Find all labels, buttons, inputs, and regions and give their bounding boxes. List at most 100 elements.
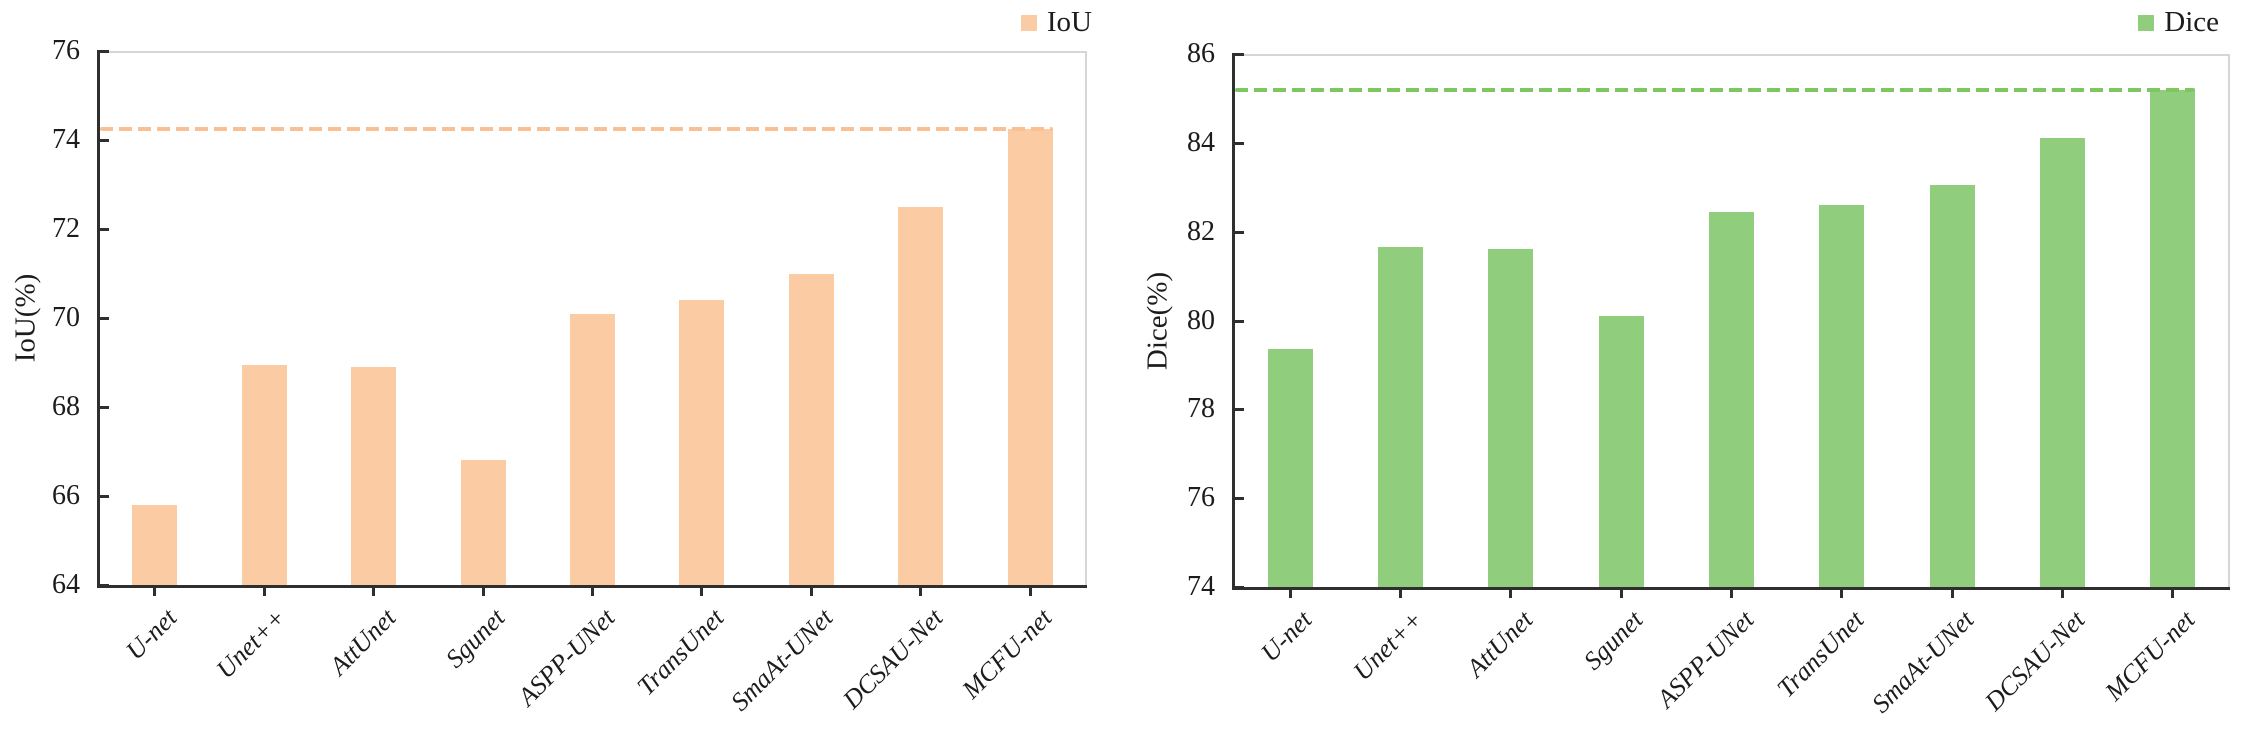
legend-dice: Dice xyxy=(2138,8,2219,37)
bar xyxy=(2040,138,2085,587)
legend-label-dice: Dice xyxy=(2164,6,2219,38)
x-tick-mark xyxy=(1950,587,1954,598)
x-tick-mark xyxy=(372,585,376,596)
y-tick-label: 74 xyxy=(52,124,80,155)
x-tick-label: AttUnet xyxy=(1460,605,1539,683)
x-tick-mark xyxy=(591,585,594,596)
plot-right-border xyxy=(1085,51,1087,585)
legend-swatch-dice xyxy=(2138,14,2155,31)
x-tick-mark xyxy=(2171,587,2175,598)
x-tick-label: DCSAU-Net xyxy=(1978,605,2091,717)
x-tick-label: SmaAt-UNet xyxy=(725,603,839,717)
x-tick-label: TransUnet xyxy=(631,603,730,702)
x-tick-mark xyxy=(1619,587,1623,598)
bar xyxy=(788,273,834,585)
y-tick-mark xyxy=(1235,586,1244,589)
x-tick-mark xyxy=(481,585,485,596)
bar xyxy=(1819,205,1865,587)
x-tick-mark xyxy=(809,585,813,596)
x-tick-label: U-net xyxy=(1255,605,1318,668)
x-tick-label: MCFU-net xyxy=(2099,605,2201,707)
x-tick-label: U-net xyxy=(119,603,183,666)
plot-area-iou: 64 66 68 70 72 74 76 U-net Unet++ AttUnet Sgunet AS… xyxy=(0,0,1126,731)
plot-top-border xyxy=(1235,54,2228,56)
y-tick-mark xyxy=(1235,230,1244,234)
bar xyxy=(1378,247,1423,587)
x-tick-mark xyxy=(1028,585,1032,596)
y-tick-label: 76 xyxy=(1187,482,1215,514)
y-axis-line xyxy=(97,50,100,588)
legend-iou: IoU xyxy=(1020,6,1092,38)
y-tick-mark xyxy=(100,495,109,498)
x-tick-mark xyxy=(1509,587,1513,598)
bar xyxy=(1007,128,1053,585)
y-tick-label: 78 xyxy=(1187,393,1215,425)
x-tick-label: Unet++ xyxy=(210,603,292,685)
x-tick-mark xyxy=(2061,587,2064,598)
legend-label-iou: IoU xyxy=(1046,6,1092,38)
x-tick-mark xyxy=(1840,587,1844,598)
iou-bar-chart: IoU IoU(%) 64 66 68 70 72 74 76 U-net Unet++ AttU… xyxy=(0,0,1126,731)
x-tick-label: DCSAU-Net xyxy=(836,603,949,715)
y-tick-label: 72 xyxy=(52,213,80,244)
bar xyxy=(1709,211,1754,587)
y-tick-label: 74 xyxy=(1187,571,1215,602)
y-tick-mark xyxy=(1235,53,1244,56)
x-tick-mark xyxy=(262,585,266,596)
y-tick-mark xyxy=(100,317,109,320)
bar xyxy=(351,366,397,585)
bar xyxy=(241,364,287,585)
reference-line xyxy=(100,126,1053,131)
y-tick-label: 70 xyxy=(52,302,80,333)
y-tick-mark xyxy=(1235,319,1244,323)
x-tick-mark xyxy=(700,585,704,596)
y-tick-mark xyxy=(100,584,109,587)
bar xyxy=(460,460,506,585)
y-tick-label: 66 xyxy=(52,480,80,511)
x-tick-mark xyxy=(919,585,923,596)
x-tick-label: Sgunet xyxy=(1578,605,1649,676)
dice-bar-chart: Dice Dice(%) 74 76 78 80 82 84 86 U-net Unet++ At… xyxy=(1127,0,2253,731)
bar xyxy=(679,300,725,585)
y-tick-mark xyxy=(1235,141,1244,145)
y-tick-label: 86 xyxy=(1187,38,1215,69)
bar xyxy=(1929,185,1975,587)
x-tick-label: MCFU-net xyxy=(956,603,1058,705)
bar xyxy=(898,206,944,585)
y-axis-line xyxy=(1232,53,1235,590)
legend-swatch-iou xyxy=(1020,14,1037,31)
x-tick-mark xyxy=(153,585,157,596)
reference-line xyxy=(1235,87,2196,92)
x-tick-label: ASPP-UNet xyxy=(511,603,621,712)
y-tick-mark xyxy=(1235,497,1244,501)
y-tick-label: 80 xyxy=(1187,304,1215,336)
x-tick-label: Sgunet xyxy=(440,603,511,674)
bar xyxy=(570,313,615,585)
x-tick-label: Unet++ xyxy=(1346,605,1429,687)
x-tick-label: ASPP-UNet xyxy=(1650,605,1760,714)
plot-area-dice: 74 76 78 80 82 84 86 U-net Unet++ AttUnet Sgunet AS… xyxy=(1127,0,2253,731)
y-tick-label: 84 xyxy=(1187,126,1215,158)
y-tick-label: 82 xyxy=(1187,215,1215,247)
y-tick-mark xyxy=(100,50,109,53)
bar xyxy=(1267,349,1313,587)
y-tick-mark xyxy=(100,406,109,409)
plot-right-border xyxy=(2228,54,2230,587)
bar xyxy=(1488,249,1534,587)
plot-top-border xyxy=(100,51,1085,53)
x-tick-label: AttUnet xyxy=(323,603,402,681)
y-tick-label: 76 xyxy=(52,35,80,66)
bar xyxy=(132,504,178,585)
x-tick-mark xyxy=(1399,587,1402,598)
bar xyxy=(1598,316,1644,587)
bar xyxy=(2150,89,2196,587)
y-tick-mark xyxy=(1235,408,1244,412)
x-tick-mark xyxy=(1730,587,1733,598)
y-tick-mark xyxy=(100,139,109,142)
y-tick-mark xyxy=(100,228,109,231)
x-tick-mark xyxy=(1288,587,1292,598)
y-tick-label: 64 xyxy=(52,569,80,600)
y-tick-label: 68 xyxy=(52,391,80,422)
x-tick-label: TransUnet xyxy=(1771,605,1870,704)
x-tick-label: SmaAt-UNet xyxy=(1866,605,1980,719)
